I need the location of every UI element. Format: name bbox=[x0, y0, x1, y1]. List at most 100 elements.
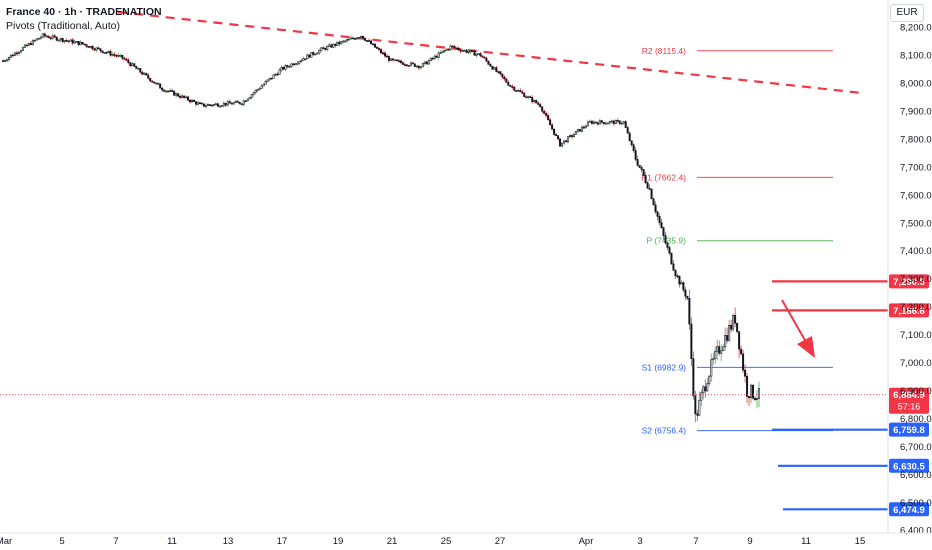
candle-body bbox=[145, 72, 148, 76]
key-level-value: 6,759.8 bbox=[893, 425, 925, 436]
candle-body bbox=[515, 90, 518, 92]
candle-body bbox=[654, 204, 657, 213]
candle-body bbox=[129, 62, 132, 67]
candle-body bbox=[65, 40, 68, 42]
candle-body bbox=[159, 83, 162, 89]
candle-body bbox=[312, 52, 315, 55]
candle-body bbox=[718, 346, 721, 354]
candle-body bbox=[202, 103, 205, 107]
candle-body bbox=[716, 346, 719, 352]
candle-body bbox=[425, 61, 428, 65]
candle-body bbox=[674, 269, 677, 277]
candle-body bbox=[397, 60, 400, 62]
candle-body bbox=[187, 96, 190, 101]
candle-body bbox=[614, 119, 617, 125]
candle-body bbox=[443, 50, 446, 52]
candle-body bbox=[181, 95, 184, 98]
candle-body bbox=[272, 74, 275, 79]
candle-body bbox=[93, 48, 96, 51]
candle-body bbox=[97, 47, 100, 50]
candle-body bbox=[596, 122, 599, 125]
candle-body bbox=[668, 247, 671, 254]
candle-body bbox=[238, 101, 241, 105]
candle-body bbox=[69, 39, 72, 42]
candle-body bbox=[648, 187, 651, 190]
candle-body bbox=[131, 63, 134, 67]
candle-body bbox=[328, 44, 331, 47]
candle-body bbox=[618, 120, 621, 124]
candle-body bbox=[527, 96, 530, 98]
candle-body bbox=[298, 60, 301, 64]
candle-body bbox=[111, 54, 114, 56]
symbol-title[interactable]: France 40 · 1h · TRADENATION bbox=[6, 6, 162, 18]
candle-body bbox=[612, 120, 615, 125]
candle-body bbox=[702, 386, 705, 394]
candle-body bbox=[477, 53, 480, 55]
candle-body bbox=[304, 58, 307, 61]
candle-body bbox=[487, 60, 490, 65]
candle-body bbox=[194, 101, 197, 105]
y-tick-label: 7,700.0 bbox=[900, 162, 932, 173]
candle-body bbox=[107, 51, 110, 53]
currency-selector[interactable]: EUR bbox=[890, 4, 924, 22]
candle-body bbox=[125, 58, 128, 61]
candle-body bbox=[378, 48, 381, 50]
price-axis[interactable]: 8,200.0 8,100.0 8,000.0 7,900.0 7,800.0 7,700… bbox=[887, 0, 932, 537]
candle-body bbox=[600, 120, 603, 123]
countdown-timer: 57:16 bbox=[898, 402, 921, 412]
indicator-label[interactable]: Pivots (Traditional, Auto) bbox=[6, 20, 120, 32]
candle-body bbox=[572, 134, 575, 137]
key-level-tag bbox=[889, 458, 929, 473]
candle-body bbox=[173, 90, 176, 96]
candle-body bbox=[268, 77, 271, 81]
candle-body bbox=[366, 40, 369, 42]
candle-body bbox=[543, 110, 546, 114]
candle-body bbox=[71, 39, 74, 44]
candle-body bbox=[525, 96, 528, 99]
candle-body bbox=[121, 54, 124, 59]
x-tick-label: 7 bbox=[113, 536, 118, 547]
candle-body bbox=[23, 44, 26, 48]
candle-body bbox=[499, 71, 502, 75]
candle-body bbox=[252, 92, 255, 95]
time-axis[interactable]: Mar 5 7 11 13 17 19 21 25 27 Apr 3 7 9 11 15 bbox=[0, 532, 932, 547]
candle-body bbox=[218, 105, 221, 108]
candle-body bbox=[151, 80, 154, 83]
y-tick-label: 8,100.0 bbox=[900, 51, 932, 62]
key-level-value: 6,474.9 bbox=[893, 505, 925, 516]
candle-body bbox=[35, 38, 38, 41]
candle-body bbox=[163, 89, 166, 92]
candle-body bbox=[356, 37, 359, 40]
candle-body bbox=[604, 122, 607, 125]
candle-body bbox=[501, 73, 504, 78]
candle-body bbox=[437, 52, 440, 58]
candle-body bbox=[407, 65, 410, 67]
candle-body bbox=[513, 86, 516, 91]
candle-body bbox=[644, 175, 647, 184]
candle-body bbox=[198, 102, 201, 105]
candle-body bbox=[742, 353, 745, 371]
x-tick-label: Mar bbox=[0, 536, 12, 547]
candle-body bbox=[27, 42, 30, 46]
candle-body bbox=[387, 56, 390, 61]
candle-body bbox=[754, 397, 757, 400]
candle-body bbox=[141, 71, 144, 75]
candle-body bbox=[79, 41, 82, 46]
candle-body bbox=[746, 375, 749, 397]
candle-body bbox=[381, 52, 384, 55]
candle-body bbox=[360, 35, 363, 38]
candle-body bbox=[541, 106, 544, 112]
key-level-tag bbox=[889, 502, 929, 517]
candle-body bbox=[459, 49, 462, 52]
candle-body bbox=[276, 73, 279, 76]
candle-body bbox=[553, 128, 556, 135]
candle-body bbox=[672, 263, 675, 271]
candle-body bbox=[308, 54, 311, 58]
candle-body bbox=[167, 90, 170, 93]
candle-body bbox=[728, 324, 731, 341]
candle-body bbox=[284, 65, 287, 70]
candle-body bbox=[658, 216, 661, 223]
candle-body bbox=[212, 104, 215, 106]
candle-body bbox=[87, 46, 90, 48]
